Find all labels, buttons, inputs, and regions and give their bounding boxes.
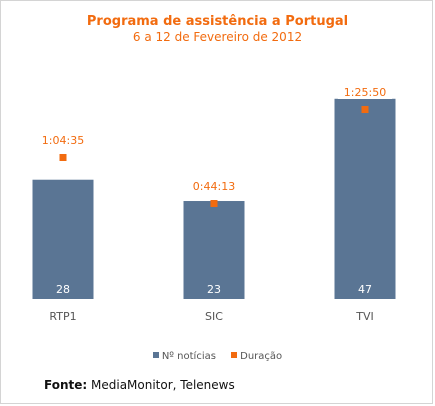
duration-label-rtp1: 1:04:35 bbox=[42, 134, 84, 147]
source-text: MediaMonitor, Telenews bbox=[91, 378, 235, 392]
duration-marker-sic bbox=[210, 200, 218, 207]
legend: Nº notícias Duração bbox=[0, 351, 435, 362]
chart-plot: 28 1:04:35 RTP1 23 0:44:13 SIC 47 1:25:50 TVI bbox=[32, 85, 396, 323]
duration-label-bg-sic bbox=[186, 179, 242, 193]
category-label-rtp1: RTP1 bbox=[49, 310, 76, 323]
category-label-tvi: TVI bbox=[355, 310, 374, 323]
bar-value-tvi: 47 bbox=[358, 283, 372, 296]
duration-label-bg-tvi bbox=[337, 85, 393, 99]
source-label: Fonte: bbox=[44, 378, 88, 392]
legend-label-duration: Duração bbox=[240, 351, 283, 362]
duration-label-bg-rtp1 bbox=[35, 132, 91, 147]
duration-label-tvi: 1:25:50 bbox=[344, 86, 386, 99]
chart-subtitle: 6 a 12 de Fevereiro de 2012 bbox=[132, 30, 303, 44]
legend-swatch-news bbox=[152, 352, 159, 358]
bar-value-rtp1: 28 bbox=[56, 283, 70, 296]
duration-marker-rtp1 bbox=[59, 153, 67, 161]
legend-swatch-duration bbox=[231, 352, 238, 358]
duration-marker-tvi bbox=[361, 106, 369, 113]
bar-tvi bbox=[334, 98, 396, 299]
legend-item-news: Nº notícias bbox=[152, 351, 216, 362]
bar-rtp1 bbox=[32, 179, 94, 299]
bar-value-sic: 23 bbox=[207, 283, 221, 296]
bar-sic bbox=[183, 201, 245, 299]
category-label-sic: SIC bbox=[205, 310, 223, 323]
source-note: Fonte: MediaMonitor, Telenews bbox=[44, 378, 235, 392]
legend-item-duration: Duração bbox=[231, 351, 282, 362]
legend-label-news: Nº notícias bbox=[161, 351, 216, 362]
duration-label-sic: 0:44:13 bbox=[193, 180, 235, 193]
chart-title: Programa de assistência a Portugal bbox=[86, 14, 349, 29]
